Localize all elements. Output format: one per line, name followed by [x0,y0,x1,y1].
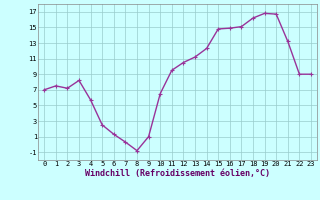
X-axis label: Windchill (Refroidissement éolien,°C): Windchill (Refroidissement éolien,°C) [85,169,270,178]
